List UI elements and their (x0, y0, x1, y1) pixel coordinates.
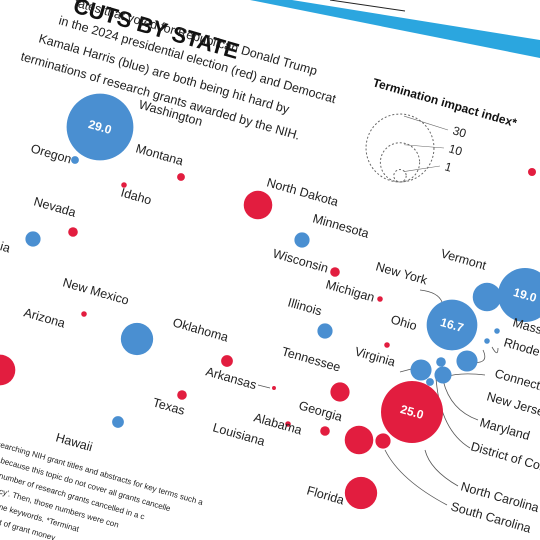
state-bubble (330, 382, 350, 402)
state-label: Illinois (286, 295, 323, 318)
state-label: Ohio (389, 312, 418, 333)
state-label: Wisconsin (271, 246, 330, 275)
leader-lines (257, 289, 499, 506)
legend-leader (403, 165, 441, 172)
state-label: Arkansas (204, 364, 258, 392)
state-label: Vermont (439, 246, 488, 272)
state-bubble (71, 156, 79, 164)
state-bubble (344, 425, 374, 455)
state-label: Idaho (119, 185, 153, 207)
state-label: New York (374, 259, 429, 287)
state-label: New Mexico (61, 275, 130, 307)
state-bubble (472, 282, 502, 312)
state-label: Montana (134, 141, 185, 168)
state-bubble (344, 476, 378, 510)
state-label: Rhode Island (502, 335, 540, 369)
state-bubble (243, 190, 273, 220)
state-label: Virginia (353, 344, 397, 369)
state-bubble (112, 416, 124, 428)
state-label: Oklahoma (171, 315, 230, 344)
header-rule (329, 0, 406, 12)
state-bubble (434, 366, 452, 384)
bubble-label: 29.0 (87, 117, 114, 137)
state-bubble (410, 359, 432, 381)
legend-leader (403, 144, 445, 149)
header-band (250, 0, 540, 58)
state-bubble (330, 267, 340, 277)
state-bubble (375, 433, 391, 449)
state-label: District of Columbia (469, 439, 540, 482)
state-label: Arizona (22, 305, 67, 330)
state-bubble (285, 421, 291, 427)
state-label: North Dakota (265, 175, 340, 209)
state-bubble (384, 342, 390, 348)
state-bubble (497, 267, 540, 323)
legend-label: 10 (447, 141, 464, 158)
legend-label: 30 (451, 123, 468, 140)
state-bubble (81, 311, 87, 317)
state-bubble (0, 354, 16, 386)
state-bubble (426, 299, 478, 351)
state-bubble (436, 357, 446, 367)
state-label: Tennessee (280, 344, 342, 374)
state-label: Oregon (29, 141, 73, 166)
state-bubble (484, 338, 490, 344)
state-bubble (317, 323, 333, 339)
state-label: Michigan (324, 277, 376, 304)
state-label: Georgia (297, 398, 344, 424)
legend-swatch (528, 168, 536, 176)
legend-leader (403, 115, 449, 131)
state-bubble (121, 182, 127, 188)
state-bubble (426, 378, 434, 386)
state-label: California (0, 227, 12, 255)
bubble-label: 25.0 (399, 402, 426, 422)
state-bubble (320, 426, 330, 436)
legend-circle (393, 169, 407, 183)
legend-label: 1 (443, 159, 454, 174)
state-bubble (456, 350, 478, 372)
legend-title: Termination impact index* (371, 75, 519, 130)
state-bubble (177, 173, 185, 181)
state-bubble (221, 355, 233, 367)
state-bubble (177, 390, 187, 400)
state-bubble (377, 296, 383, 302)
state-label: Florida (305, 483, 346, 507)
legend-circle (365, 113, 435, 183)
state-label: Hawaii (54, 430, 94, 454)
legend-circle (379, 142, 421, 183)
state-bubble (68, 227, 78, 237)
state-label: Maryland (478, 415, 531, 443)
state-bubble (25, 231, 41, 247)
bubble-label: 16.7 (439, 315, 466, 335)
state-bubble (120, 322, 154, 356)
state-bubble (66, 93, 134, 161)
state-bubble (381, 381, 443, 443)
state-label: Minnesota (311, 211, 370, 240)
state-label: Nevada (32, 194, 77, 219)
state-bubble (494, 328, 500, 334)
state-bubble (294, 232, 310, 248)
state-label: New Jersey (485, 389, 540, 421)
state-bubble (272, 386, 276, 390)
legend-circles (365, 113, 449, 183)
bubble-label: 19.0 (512, 285, 539, 305)
